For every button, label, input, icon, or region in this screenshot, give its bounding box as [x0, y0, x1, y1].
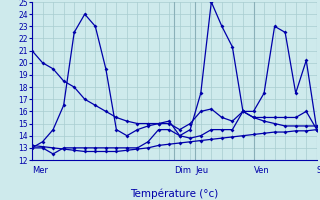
Text: Sar: Sar: [317, 166, 320, 175]
Text: Ven: Ven: [253, 166, 269, 175]
Text: Jeu: Jeu: [196, 166, 209, 175]
Text: Dim: Dim: [174, 166, 191, 175]
Text: Température (°c): Température (°c): [130, 188, 219, 199]
Text: Mer: Mer: [32, 166, 48, 175]
